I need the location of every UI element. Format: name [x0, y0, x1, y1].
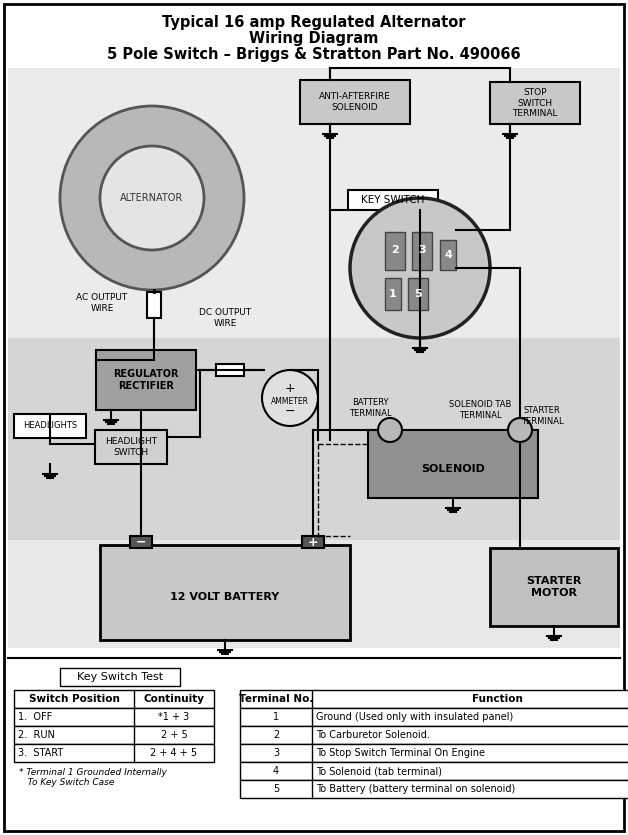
Text: SOLENOID TAB
TERMINAL: SOLENOID TAB TERMINAL: [449, 400, 511, 420]
Text: SOLENOID: SOLENOID: [421, 464, 485, 474]
Text: 1: 1: [273, 712, 279, 722]
Text: +: +: [284, 382, 295, 396]
Circle shape: [508, 418, 532, 442]
FancyBboxPatch shape: [14, 726, 214, 744]
Text: 2 + 5: 2 + 5: [161, 730, 187, 740]
Circle shape: [60, 106, 244, 290]
Text: 5: 5: [414, 289, 422, 299]
FancyBboxPatch shape: [302, 536, 324, 548]
FancyBboxPatch shape: [60, 668, 180, 686]
Text: To Stop Switch Terminal On Engine: To Stop Switch Terminal On Engine: [316, 748, 485, 758]
FancyBboxPatch shape: [8, 540, 620, 648]
Text: DC OUTPUT
WIRE: DC OUTPUT WIRE: [199, 308, 251, 327]
Text: 1.  OFF: 1. OFF: [18, 712, 52, 722]
Text: *1 + 3: *1 + 3: [158, 712, 190, 722]
FancyBboxPatch shape: [95, 430, 167, 464]
FancyBboxPatch shape: [14, 414, 86, 438]
FancyBboxPatch shape: [100, 545, 350, 640]
FancyBboxPatch shape: [240, 708, 628, 726]
Text: Function: Function: [472, 694, 522, 704]
Text: +: +: [308, 535, 318, 549]
Text: * Terminal 1 Grounded Internally
   To Key Switch Case: * Terminal 1 Grounded Internally To Key …: [19, 768, 167, 787]
FancyBboxPatch shape: [490, 548, 618, 626]
Text: 4: 4: [444, 250, 452, 260]
Circle shape: [100, 146, 204, 250]
FancyBboxPatch shape: [14, 690, 214, 708]
Text: 3: 3: [273, 748, 279, 758]
Text: HEADLIGHT
SWITCH: HEADLIGHT SWITCH: [105, 438, 157, 457]
Text: Ground (Used only with insulated panel): Ground (Used only with insulated panel): [316, 712, 513, 722]
Text: −: −: [284, 404, 295, 418]
FancyBboxPatch shape: [240, 726, 628, 744]
Circle shape: [262, 370, 318, 426]
Text: To Carburetor Solenoid.: To Carburetor Solenoid.: [316, 730, 430, 740]
Text: 5 Pole Switch – Briggs & Stratton Part No. 490066: 5 Pole Switch – Briggs & Stratton Part N…: [107, 47, 521, 62]
FancyBboxPatch shape: [240, 744, 628, 762]
FancyBboxPatch shape: [408, 278, 428, 310]
FancyBboxPatch shape: [368, 430, 538, 498]
FancyBboxPatch shape: [440, 240, 456, 270]
Text: ALTERNATOR: ALTERNATOR: [121, 193, 183, 203]
FancyBboxPatch shape: [96, 350, 196, 410]
Text: KEY SWITCH: KEY SWITCH: [361, 195, 425, 205]
Text: −: −: [136, 535, 146, 549]
FancyBboxPatch shape: [240, 690, 628, 708]
Text: 3.  START: 3. START: [18, 748, 63, 758]
Text: Typical 16 amp Regulated Alternator: Typical 16 amp Regulated Alternator: [162, 14, 466, 29]
FancyBboxPatch shape: [14, 744, 214, 762]
Text: 12 VOLT BATTERY: 12 VOLT BATTERY: [170, 593, 279, 603]
Text: AMMETER: AMMETER: [271, 397, 309, 407]
Text: 4: 4: [273, 766, 279, 776]
FancyBboxPatch shape: [8, 338, 620, 618]
Text: STARTER
MOTOR: STARTER MOTOR: [526, 576, 582, 598]
Text: AC OUTPUT
WIRE: AC OUTPUT WIRE: [77, 293, 127, 312]
FancyBboxPatch shape: [412, 232, 432, 270]
FancyBboxPatch shape: [216, 364, 244, 376]
Text: Switch Position: Switch Position: [28, 694, 119, 704]
Text: To Solenoid (tab terminal): To Solenoid (tab terminal): [316, 766, 442, 776]
Text: To Battery (battery terminal on solenoid): To Battery (battery terminal on solenoid…: [316, 784, 515, 794]
FancyBboxPatch shape: [240, 780, 628, 798]
Text: 2 + 4 + 5: 2 + 4 + 5: [151, 748, 198, 758]
FancyBboxPatch shape: [130, 536, 152, 548]
FancyBboxPatch shape: [147, 292, 161, 318]
Circle shape: [378, 418, 402, 442]
Circle shape: [350, 198, 490, 338]
Text: 2: 2: [391, 245, 399, 255]
Text: BATTERY
TERMINAL: BATTERY TERMINAL: [349, 398, 391, 418]
Text: STARTER
TERMINAL: STARTER TERMINAL: [521, 407, 563, 426]
FancyBboxPatch shape: [348, 190, 438, 210]
Text: HEADLIGHTS: HEADLIGHTS: [23, 422, 77, 431]
Text: Continuity: Continuity: [144, 694, 205, 704]
Text: Terminal No.: Terminal No.: [239, 694, 313, 704]
Text: 1: 1: [389, 289, 397, 299]
FancyBboxPatch shape: [385, 278, 401, 310]
Text: ANTI-AFTERFIRE
SOLENOID: ANTI-AFTERFIRE SOLENOID: [319, 93, 391, 112]
FancyBboxPatch shape: [385, 232, 405, 270]
FancyBboxPatch shape: [4, 4, 624, 831]
Text: 3: 3: [418, 245, 426, 255]
FancyBboxPatch shape: [490, 82, 580, 124]
FancyBboxPatch shape: [300, 80, 410, 124]
Text: 2.  RUN: 2. RUN: [18, 730, 55, 740]
Text: Key Switch Test: Key Switch Test: [77, 672, 163, 682]
Text: 5: 5: [273, 784, 279, 794]
Text: Wiring Diagram: Wiring Diagram: [249, 31, 379, 45]
Text: STOP
SWITCH
TERMINAL: STOP SWITCH TERMINAL: [512, 89, 558, 118]
FancyBboxPatch shape: [240, 762, 628, 780]
Text: 2: 2: [273, 730, 279, 740]
FancyBboxPatch shape: [14, 708, 214, 726]
Text: REGULATOR
RECTIFIER: REGULATOR RECTIFIER: [113, 369, 179, 391]
FancyBboxPatch shape: [8, 68, 620, 338]
